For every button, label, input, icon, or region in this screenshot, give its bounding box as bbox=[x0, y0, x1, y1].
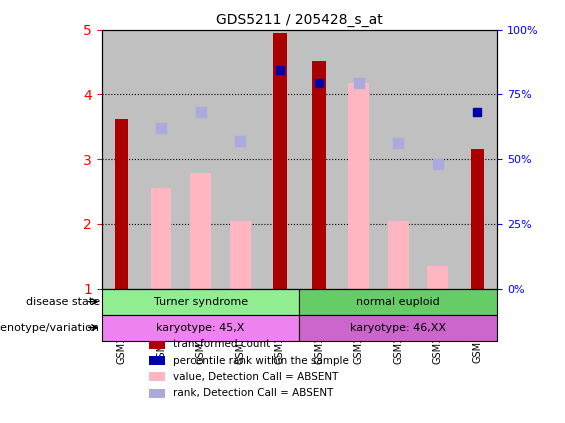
Text: rank, Detection Call = ABSENT: rank, Detection Call = ABSENT bbox=[173, 388, 333, 398]
Text: karyotype: 46,XX: karyotype: 46,XX bbox=[350, 323, 446, 332]
Bar bbox=[388, 221, 408, 288]
Bar bbox=[312, 60, 326, 288]
FancyBboxPatch shape bbox=[102, 315, 299, 341]
Bar bbox=[379, 30, 418, 288]
Bar bbox=[149, 389, 165, 398]
Bar bbox=[149, 372, 165, 381]
Text: karyotype: 45,X: karyotype: 45,X bbox=[157, 323, 245, 332]
Text: value, Detection Call = ABSENT: value, Detection Call = ABSENT bbox=[173, 372, 338, 382]
Bar bbox=[149, 340, 165, 349]
Bar bbox=[471, 149, 484, 288]
FancyBboxPatch shape bbox=[102, 288, 299, 315]
Bar bbox=[115, 119, 128, 288]
Text: disease state: disease state bbox=[25, 297, 99, 307]
FancyBboxPatch shape bbox=[299, 288, 497, 315]
Bar bbox=[349, 83, 369, 288]
Bar bbox=[339, 30, 379, 288]
Bar bbox=[181, 30, 220, 288]
Text: normal euploid: normal euploid bbox=[357, 297, 440, 307]
Title: GDS5211 / 205428_s_at: GDS5211 / 205428_s_at bbox=[216, 13, 383, 27]
Bar bbox=[273, 33, 286, 288]
Bar bbox=[458, 30, 497, 288]
Bar bbox=[260, 30, 299, 288]
Bar bbox=[141, 30, 181, 288]
FancyBboxPatch shape bbox=[299, 315, 497, 341]
Bar bbox=[428, 266, 448, 288]
Text: Turner syndrome: Turner syndrome bbox=[154, 297, 247, 307]
Text: genotype/variation: genotype/variation bbox=[0, 323, 99, 332]
Text: transformed count: transformed count bbox=[173, 339, 270, 349]
Bar bbox=[230, 221, 250, 288]
Bar bbox=[151, 188, 171, 288]
Bar bbox=[418, 30, 458, 288]
Bar bbox=[299, 30, 339, 288]
Bar bbox=[149, 356, 165, 365]
Bar bbox=[220, 30, 260, 288]
Bar bbox=[190, 173, 211, 288]
Bar bbox=[102, 30, 141, 288]
Text: percentile rank within the sample: percentile rank within the sample bbox=[173, 355, 349, 365]
